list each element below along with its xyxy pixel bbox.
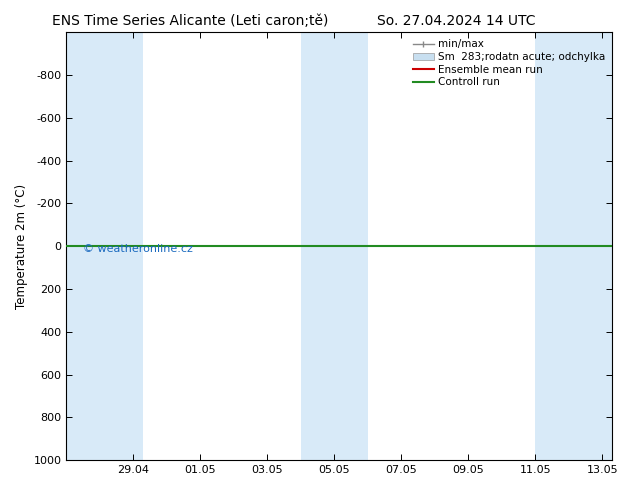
Text: © weatheronline.cz: © weatheronline.cz <box>83 244 193 254</box>
Text: ENS Time Series Alicante (Leti caron;tě): ENS Time Series Alicante (Leti caron;tě) <box>52 14 328 28</box>
Bar <box>67 32 143 460</box>
Bar <box>535 32 619 460</box>
Text: So. 27.04.2024 14 UTC: So. 27.04.2024 14 UTC <box>377 14 536 28</box>
Bar <box>301 32 368 460</box>
Y-axis label: Temperature 2m (°C): Temperature 2m (°C) <box>15 184 28 309</box>
Legend: min/max, Sm  283;rodatn acute; odchylka, Ensemble mean run, Controll run: min/max, Sm 283;rodatn acute; odchylka, … <box>411 37 607 89</box>
